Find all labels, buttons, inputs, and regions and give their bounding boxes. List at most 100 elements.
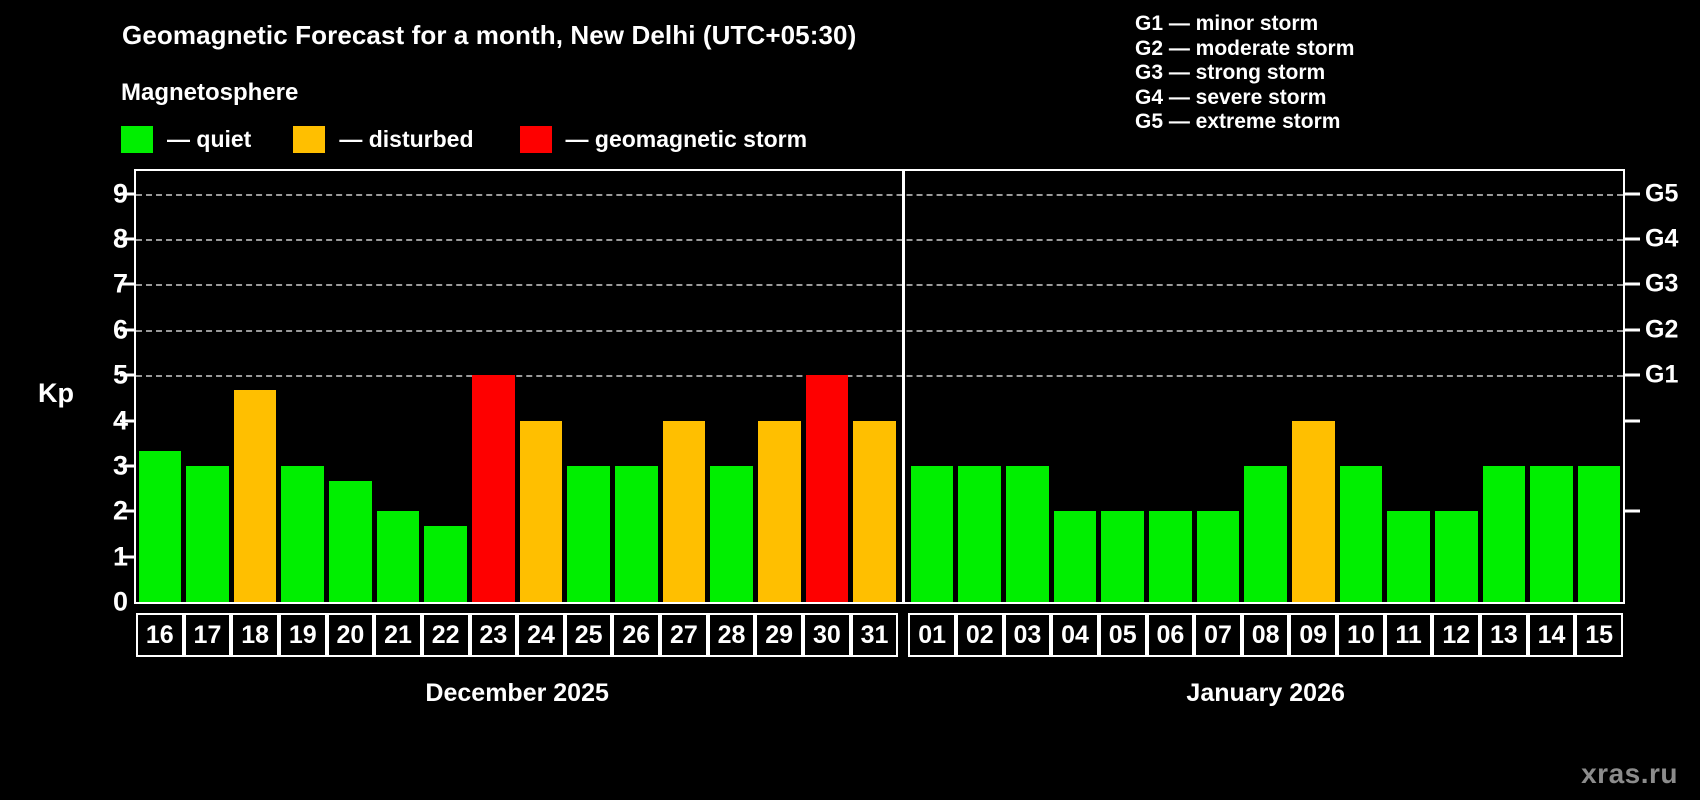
legend-swatch-disturbed — [293, 125, 326, 153]
bar-11 — [1387, 511, 1430, 602]
date-label-21[interactable]: 21 — [374, 613, 422, 657]
gridline-kp-9 — [136, 193, 1623, 196]
bar-03 — [1006, 465, 1049, 602]
magnetosphere-legend: — quiet — disturbed — geomagnetic storm — [121, 124, 807, 154]
date-label-19[interactable]: 19 — [278, 613, 327, 657]
bar-10 — [1339, 465, 1383, 602]
date-label-06[interactable]: 06 — [1146, 613, 1195, 657]
date-label-25[interactable]: 25 — [564, 613, 613, 657]
y-tick-mark-7 — [120, 282, 134, 286]
bar-25 — [567, 465, 610, 602]
g-tick-mark-G2 — [1625, 328, 1640, 332]
legend-swatch-quiet — [121, 125, 153, 153]
storm-scale-key: G1 — minor storm G2 — moderate storm G3 … — [1135, 12, 1354, 135]
bar-04 — [1053, 511, 1097, 602]
bar-01 — [910, 465, 954, 602]
date-axis: 16 17 18 19 20 21 22 23 24 25 26 27 28 29 30 31 01 02 03 04… — [134, 613, 1625, 657]
date-label-27[interactable]: 27 — [660, 613, 708, 657]
g-tick-mark-kp-2 — [1625, 509, 1640, 513]
g-tick-mark-G1 — [1625, 373, 1640, 377]
date-label-02[interactable]: 02 — [955, 613, 1004, 657]
month-separator — [901, 171, 905, 602]
date-label-10[interactable]: 10 — [1337, 613, 1385, 657]
y-tick-mark-6 — [120, 328, 134, 332]
bar-19 — [281, 465, 325, 602]
gridline-kp-6 — [136, 329, 1623, 332]
g-tick-label-G1: G1 — [1645, 360, 1679, 389]
bar-27 — [662, 420, 706, 602]
plot-area — [136, 171, 1623, 602]
date-label-01[interactable]: 01 — [908, 613, 956, 657]
legend-swatch-storm — [519, 125, 552, 153]
date-label-08[interactable]: 08 — [1241, 613, 1290, 657]
bar-26 — [614, 465, 658, 602]
date-label-15[interactable]: 15 — [1575, 613, 1623, 657]
legend-item-disturbed: — disturbed — [293, 124, 474, 154]
chart-plot-frame — [134, 169, 1625, 604]
magnetosphere-label: Magnetosphere — [121, 79, 299, 106]
date-label-29[interactable]: 29 — [755, 613, 804, 657]
date-label-12[interactable]: 12 — [1432, 613, 1481, 657]
date-label-26[interactable]: 26 — [612, 613, 661, 657]
bar-14 — [1530, 465, 1573, 602]
date-label-05[interactable]: 05 — [1098, 613, 1147, 657]
gridline-kp-7 — [136, 284, 1623, 287]
y-tick-mark-4 — [120, 419, 134, 423]
bar-31 — [853, 420, 896, 602]
date-label-03[interactable]: 03 — [1003, 613, 1052, 657]
bar-08 — [1244, 465, 1287, 602]
y-tick-mark-3 — [120, 464, 134, 468]
date-label-31[interactable]: 31 — [850, 613, 899, 657]
bar-29 — [757, 420, 801, 602]
y-tick-mark-5 — [120, 373, 134, 377]
bar-02 — [958, 465, 1002, 602]
bar-23 — [472, 375, 515, 602]
bar-series — [136, 171, 1623, 602]
date-label-11[interactable]: 11 — [1384, 613, 1433, 657]
watermark: xras.ru — [1581, 758, 1678, 789]
g-tick-label-G3: G3 — [1645, 269, 1679, 298]
storm-scale-g5: G5 — extreme storm — [1135, 110, 1341, 133]
legend-label-storm: — geomagnetic storm — [565, 125, 808, 152]
storm-scale-g3: G3 — strong storm — [1135, 61, 1326, 84]
storm-scale-g4: G4 — severe storm — [1135, 85, 1327, 109]
date-label-30[interactable]: 30 — [803, 613, 851, 657]
date-label-09[interactable]: 09 — [1289, 613, 1338, 657]
date-label-22[interactable]: 22 — [421, 613, 470, 657]
bar-15 — [1577, 465, 1621, 602]
bar-24 — [519, 420, 563, 602]
date-label-20[interactable]: 20 — [326, 613, 375, 657]
date-label-13[interactable]: 13 — [1480, 613, 1528, 657]
legend-label-quiet: — quiet — [167, 125, 252, 152]
date-label-17[interactable]: 17 — [183, 613, 232, 657]
date-label-04[interactable]: 04 — [1051, 613, 1099, 657]
date-label-24[interactable]: 24 — [517, 613, 565, 657]
legend-label-disturbed: — disturbed — [339, 125, 474, 152]
gridline-kp-5 — [136, 375, 1623, 378]
g-tick-mark-G3 — [1625, 282, 1640, 286]
y-tick-mark-8 — [120, 237, 134, 241]
bar-30 — [805, 375, 849, 602]
bar-06 — [1149, 511, 1192, 602]
bar-05 — [1101, 511, 1145, 602]
y-tick-mark-2 — [120, 509, 134, 513]
date-label-16[interactable]: 16 — [136, 613, 184, 657]
bar-17 — [186, 465, 229, 602]
y-tick-mark-1 — [120, 555, 134, 559]
g-tick-mark-G4 — [1625, 237, 1640, 241]
month-caption-1: December 2025 — [425, 679, 609, 707]
date-label-23[interactable]: 23 — [469, 613, 518, 657]
month-caption-2: January 2026 — [1186, 679, 1345, 707]
y-axis-label: Kp — [38, 378, 74, 408]
g-tick-label-G5: G5 — [1645, 179, 1679, 208]
date-label-18[interactable]: 18 — [231, 613, 279, 657]
date-label-07[interactable]: 07 — [1194, 613, 1242, 657]
storm-scale-g2: G2 — moderate storm — [1135, 36, 1355, 60]
y-tick-label-0: 0 — [112, 586, 128, 617]
date-label-14[interactable]: 14 — [1527, 613, 1576, 657]
y-tick-mark-9 — [120, 192, 134, 196]
bar-16 — [138, 450, 182, 602]
legend-item-quiet: — quiet — [121, 124, 251, 154]
date-label-28[interactable]: 28 — [707, 613, 756, 657]
